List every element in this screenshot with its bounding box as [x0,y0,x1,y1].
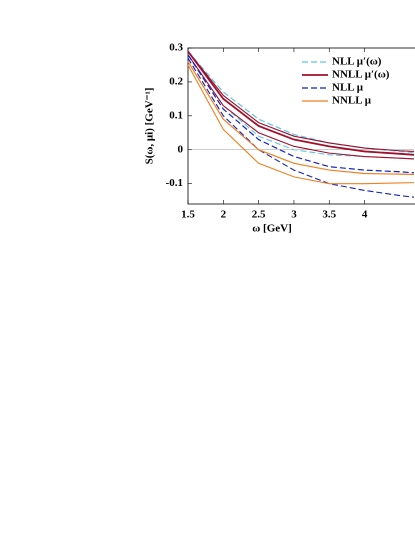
curve [187,51,415,152]
x-tick-label: 3.5 [322,209,336,221]
curve [187,50,415,154]
x-tick-label: 2.5 [252,209,266,221]
curve [187,54,415,160]
y-tick-label: 0.3 [169,42,183,54]
x-axis-label: ω [GeV] [252,223,292,235]
curve [187,54,415,174]
x-tick-label: 1.5 [181,209,195,221]
legend-label: NLL μ [332,82,364,94]
x-tick-label: 3 [291,209,297,221]
legend-label: NNLL μ [332,95,372,107]
x-tick-label: 2 [221,209,227,221]
y-tick-label: 0.1 [169,109,183,121]
x-tick-label: 4 [362,209,368,221]
legend-label: NNLL μ′(ω) [332,69,390,81]
curve [187,64,415,185]
legend-label: NLL μ′(ω) [332,56,382,68]
curve [187,50,415,156]
y-tick-label: -0.1 [166,177,183,189]
y-tick-label: 0 [178,143,184,155]
plot-frame [187,47,415,205]
curve [187,61,415,176]
y-tick-label: 0.2 [169,75,183,87]
curve [187,57,415,198]
y-axis-label: S(ω, μi) [GeV⁻¹] [144,88,156,165]
